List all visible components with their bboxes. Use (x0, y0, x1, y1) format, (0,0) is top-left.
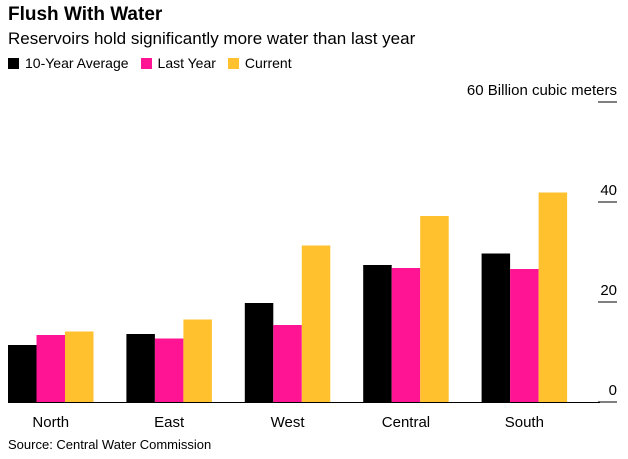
bar-north-last-year (36, 335, 65, 402)
bar-west-last-year (273, 325, 302, 402)
x-axis: North East West Central South (8, 402, 600, 431)
chart-subtitle: Reservoirs hold significantly more water… (8, 29, 416, 48)
bar-east-last-year (154, 338, 184, 402)
bar-central-last-year (391, 268, 421, 402)
bar-south-10-year-average (481, 253, 511, 402)
bar-north-current (65, 331, 94, 402)
bar-east-10-year-average (126, 334, 155, 402)
bar-west-current (301, 245, 331, 402)
legend-swatch-last-year (140, 57, 152, 69)
bar-east-current (183, 319, 212, 402)
y-tick-label: 40 (600, 182, 617, 199)
y-tick-label: 0 (609, 382, 617, 399)
legend-item-10-year-average: 10-Year Average (8, 55, 129, 71)
legend: 10-Year Average Last Year Current (8, 55, 304, 71)
legend-label-last-year: Last Year (157, 55, 216, 71)
x-tick-label-west: West (271, 414, 306, 431)
source-note: Source: Central Water Commission (8, 437, 212, 452)
bar-central-10-year-average (363, 265, 392, 402)
bar-south-current (538, 192, 568, 402)
bar-central-current (420, 216, 449, 402)
y-tick-label: 20 (600, 282, 617, 299)
legend-swatch-10-year-average (8, 57, 19, 69)
legend-label-current: Current (244, 55, 292, 71)
legend-swatch-current (227, 57, 239, 69)
y-tick-label: 60 Billion cubic meters (467, 82, 617, 99)
bars (8, 192, 568, 402)
x-tick-label-north: North (32, 414, 69, 431)
bar-north-10-year-average (8, 345, 37, 402)
x-tick-label-east: East (154, 414, 185, 431)
chart-title: Flush With Water (8, 4, 163, 25)
legend-item-current: Current (227, 55, 292, 71)
legend-label-10-year-average: 10-Year Average (25, 55, 129, 71)
y-axis: 0 20 40 60 Billion cubic meters (467, 82, 617, 403)
bar-south-last-year (510, 269, 539, 402)
x-tick-label-central: Central (382, 414, 430, 431)
bar-west-10-year-average (244, 303, 274, 402)
legend-item-last-year: Last Year (140, 55, 216, 71)
x-tick-label-south: South (505, 414, 544, 431)
